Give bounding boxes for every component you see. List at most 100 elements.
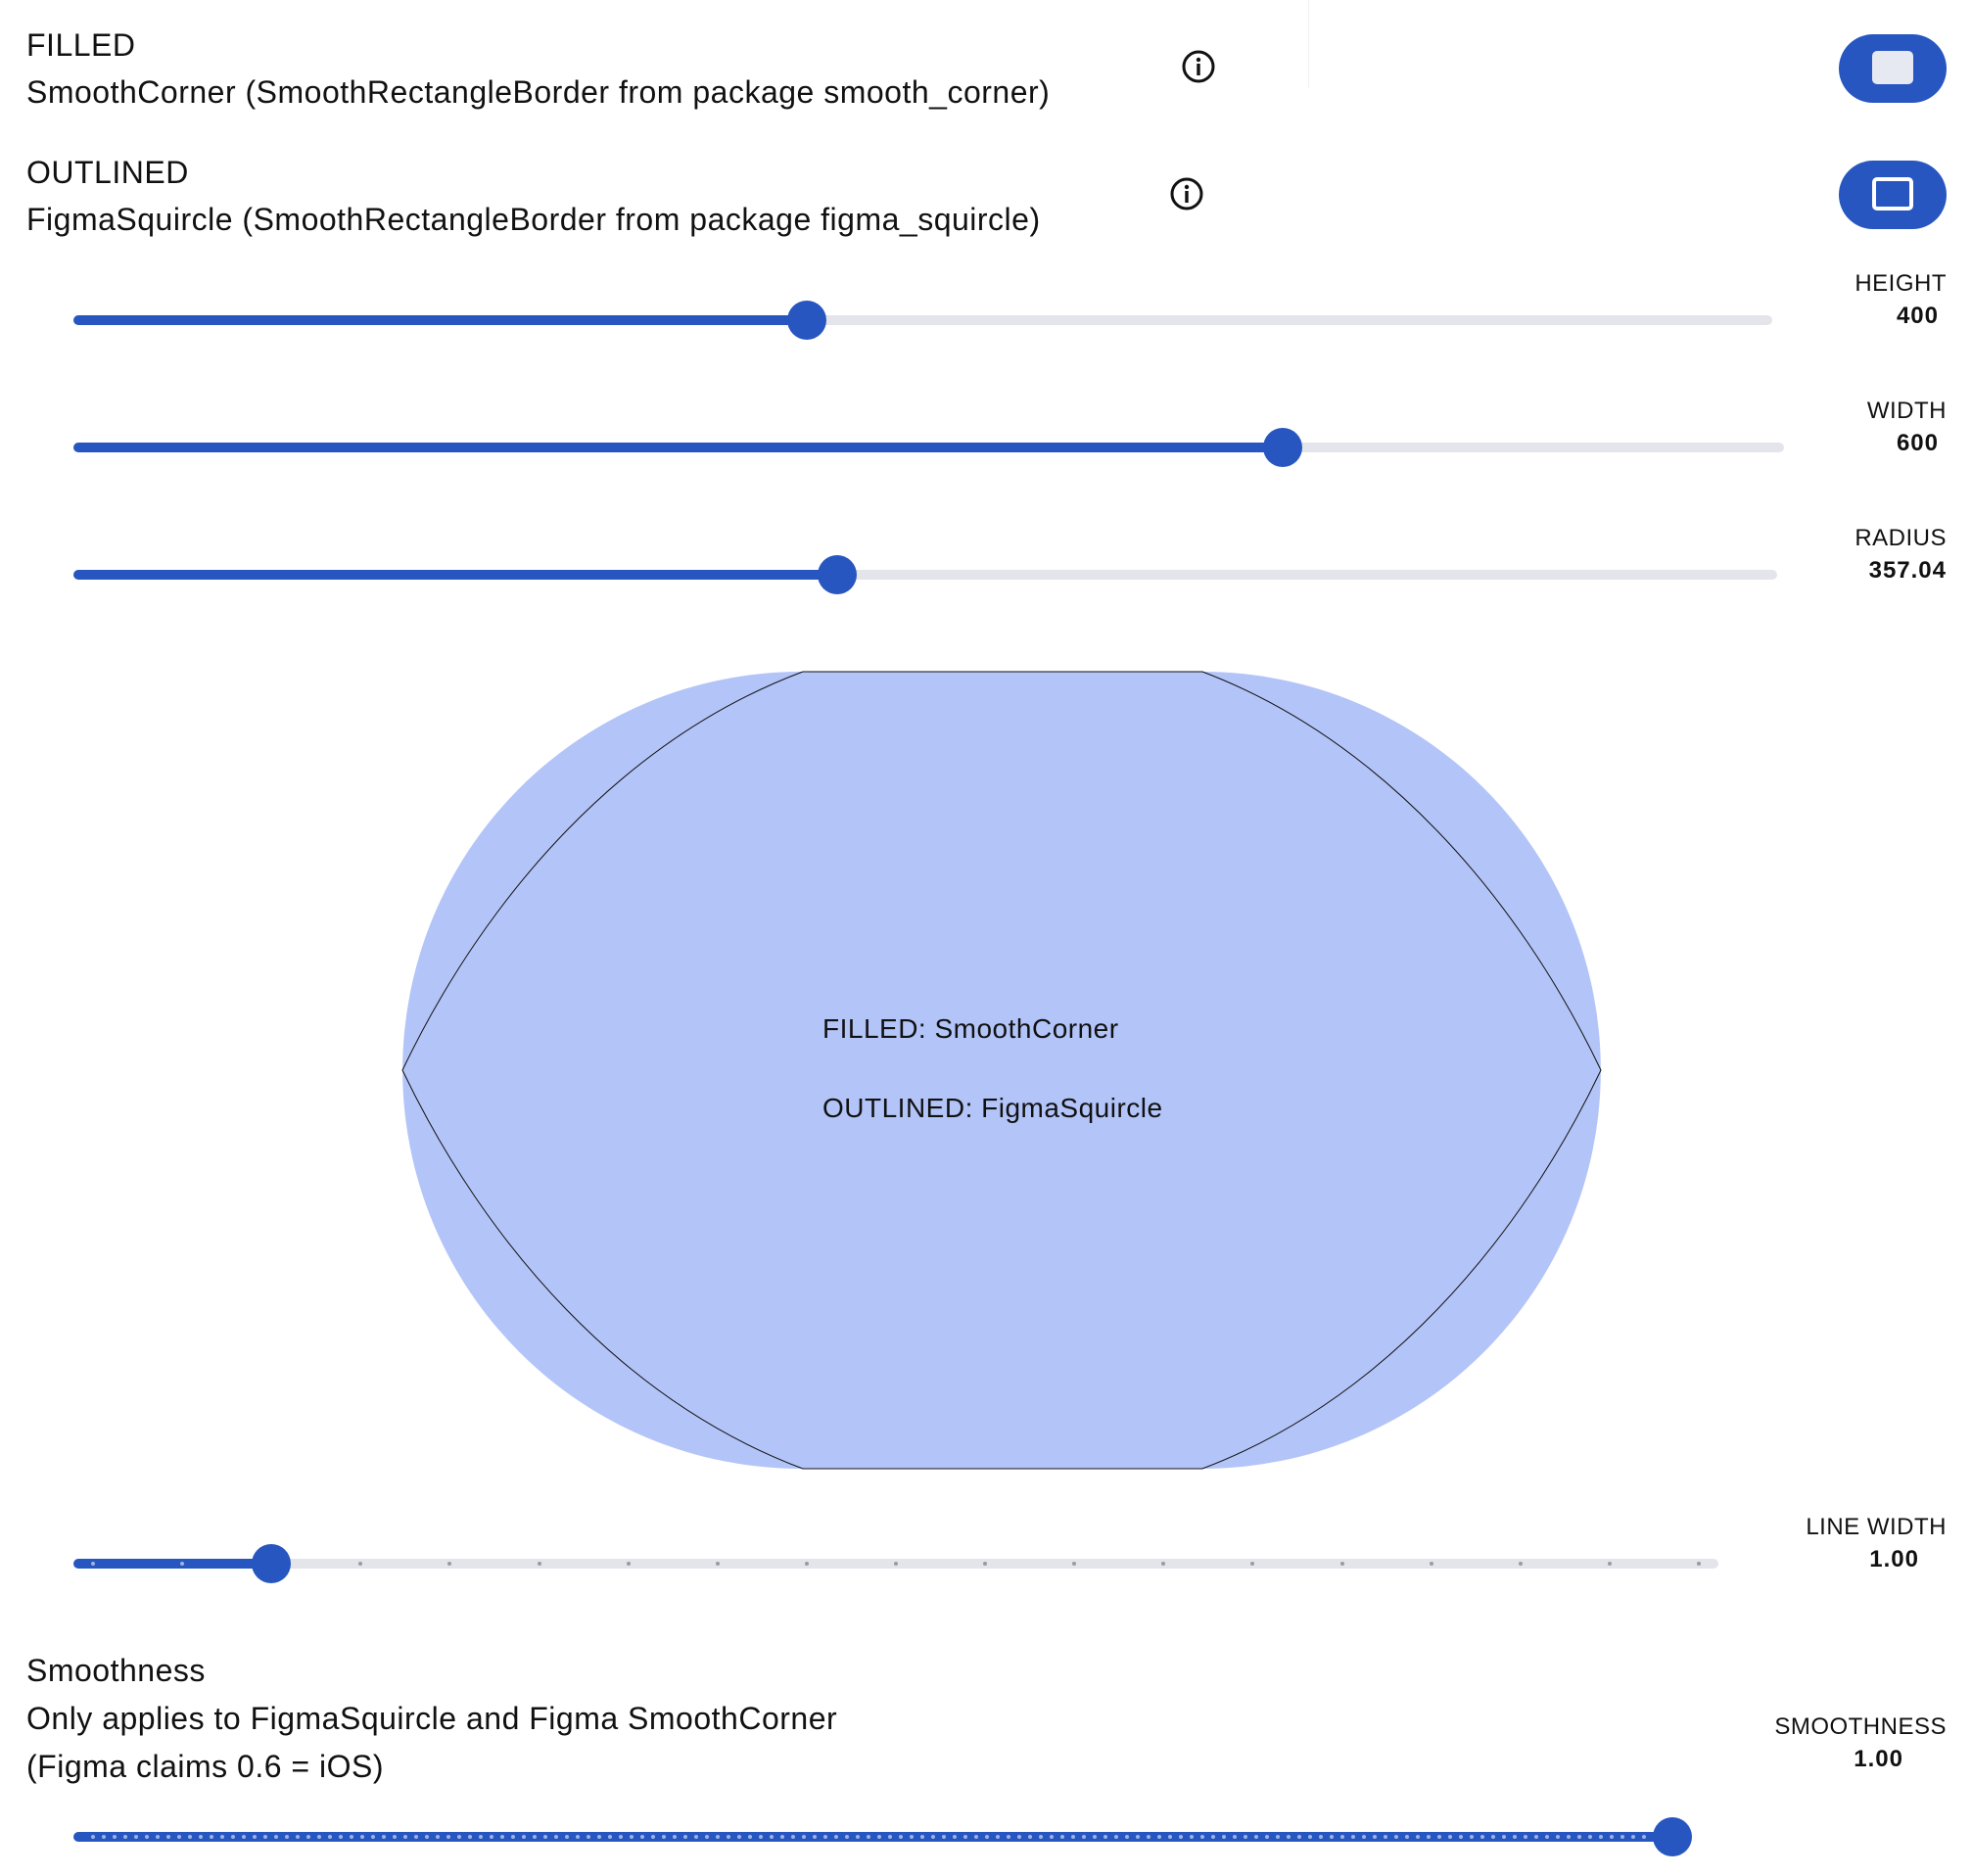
line-width-label: LINE WIDTH [1806, 1514, 1947, 1540]
slider-thumb[interactable] [1263, 428, 1303, 467]
filled-toggle-button[interactable] [1839, 34, 1947, 103]
radius-slider[interactable] [73, 555, 1777, 594]
slider-tick [263, 1835, 267, 1839]
slider-tick [339, 1835, 343, 1839]
slider-tick [1491, 1835, 1495, 1839]
slider-tick [1448, 1835, 1452, 1839]
slider-tick [716, 1835, 720, 1839]
slider-tick [1427, 1835, 1431, 1839]
filled-title: FILLED [26, 27, 136, 63]
info-circle-icon[interactable] [1181, 49, 1216, 84]
slider-tick [1384, 1835, 1387, 1839]
slider-tick [608, 1835, 612, 1839]
width-value: 600 [1896, 430, 1939, 456]
slider-tick [894, 1562, 898, 1566]
outlined-shape-caption: OUTLINED: FigmaSquircle [822, 1093, 1163, 1123]
slider-tick [1429, 1562, 1433, 1566]
slider-tick [1642, 1835, 1646, 1839]
slider-tick [479, 1835, 483, 1839]
slider-tick [500, 1835, 504, 1839]
height-slider[interactable] [73, 301, 1772, 340]
slider-tick [1287, 1835, 1291, 1839]
slider-tick [1319, 1835, 1323, 1839]
slider-tick [856, 1835, 860, 1839]
slider-tick [468, 1835, 472, 1839]
outlined-figma-squircle-shape [401, 671, 1602, 1470]
slider-tick [963, 1835, 967, 1839]
slider-tick [748, 1835, 752, 1839]
slider-tick [188, 1835, 192, 1839]
slider-tick [274, 1835, 278, 1839]
smoothness-slider[interactable] [73, 1817, 1692, 1856]
line-width-slider[interactable] [73, 1544, 1718, 1583]
info-circle-icon[interactable] [1169, 176, 1204, 211]
slider-tick [834, 1835, 838, 1839]
slider-track[interactable] [73, 570, 1777, 580]
slider-tick [1093, 1835, 1097, 1839]
slider-tick [1524, 1835, 1527, 1839]
slider-tick [1599, 1835, 1603, 1839]
slider-tick [1513, 1835, 1517, 1839]
slider-tick [1233, 1835, 1237, 1839]
slider-tick [1082, 1835, 1086, 1839]
slider-tick [694, 1835, 698, 1839]
slider-tick [393, 1835, 397, 1839]
smoothness-title: Smoothness [26, 1653, 206, 1688]
slider-thumb[interactable] [252, 1544, 292, 1583]
slider-tick [306, 1835, 310, 1839]
slider-track[interactable] [73, 443, 1784, 452]
slider-thumb[interactable] [786, 301, 826, 340]
slider-tick [662, 1835, 666, 1839]
slider-tick [1373, 1835, 1377, 1839]
slider-tick [371, 1835, 375, 1839]
slider-tick [447, 1562, 452, 1566]
slider-tick [1339, 1562, 1344, 1566]
slider-tick [1394, 1835, 1398, 1839]
slider-tick [683, 1835, 687, 1839]
slider-tick [630, 1835, 634, 1839]
slider-tick [1190, 1835, 1194, 1839]
slider-tick [974, 1835, 978, 1839]
slider-tick [576, 1835, 580, 1839]
slider-tick [1147, 1835, 1150, 1839]
slider-tick [759, 1835, 763, 1839]
slider-tick [1577, 1835, 1581, 1839]
slider-tick [166, 1835, 170, 1839]
slider-tick [737, 1835, 741, 1839]
slider-track[interactable] [73, 1832, 1692, 1842]
slider-tick [1028, 1835, 1032, 1839]
radius-value: 357.04 [1868, 557, 1947, 584]
slider-tick [931, 1835, 935, 1839]
slider-tick [1072, 1562, 1077, 1566]
smoothness-label: SMOOTHNESS [1774, 1713, 1947, 1740]
slider-tick [813, 1835, 817, 1839]
slider-tick [231, 1835, 235, 1839]
slider-active-track [73, 570, 837, 580]
slider-tick [626, 1562, 631, 1566]
slider-tick [1265, 1835, 1269, 1839]
slider-tick [403, 1835, 407, 1839]
slider-tick [543, 1835, 547, 1839]
slider-tick [1222, 1835, 1226, 1839]
slider-tick [554, 1835, 558, 1839]
slider-tick [91, 1562, 95, 1566]
slider-tick [1071, 1835, 1075, 1839]
slider-tick [1017, 1835, 1021, 1839]
slider-tick [845, 1835, 849, 1839]
slider-tick [177, 1835, 181, 1839]
slider-tick [113, 1835, 117, 1839]
slider-tick [1168, 1835, 1172, 1839]
outlined-toggle-button[interactable] [1839, 161, 1947, 229]
slider-thumb[interactable] [817, 555, 857, 594]
height-value: 400 [1896, 303, 1939, 329]
slider-tick [651, 1835, 655, 1839]
slider-tick [1103, 1835, 1107, 1839]
slider-tick [91, 1835, 95, 1839]
slider-thumb[interactable] [1653, 1817, 1692, 1856]
smoothness-value: 1.00 [1854, 1746, 1903, 1772]
outlined-square-icon [1872, 177, 1913, 211]
slider-tick [285, 1835, 289, 1839]
slider-tick [180, 1562, 185, 1566]
slider-track[interactable] [73, 315, 1772, 325]
width-slider[interactable] [73, 428, 1784, 467]
